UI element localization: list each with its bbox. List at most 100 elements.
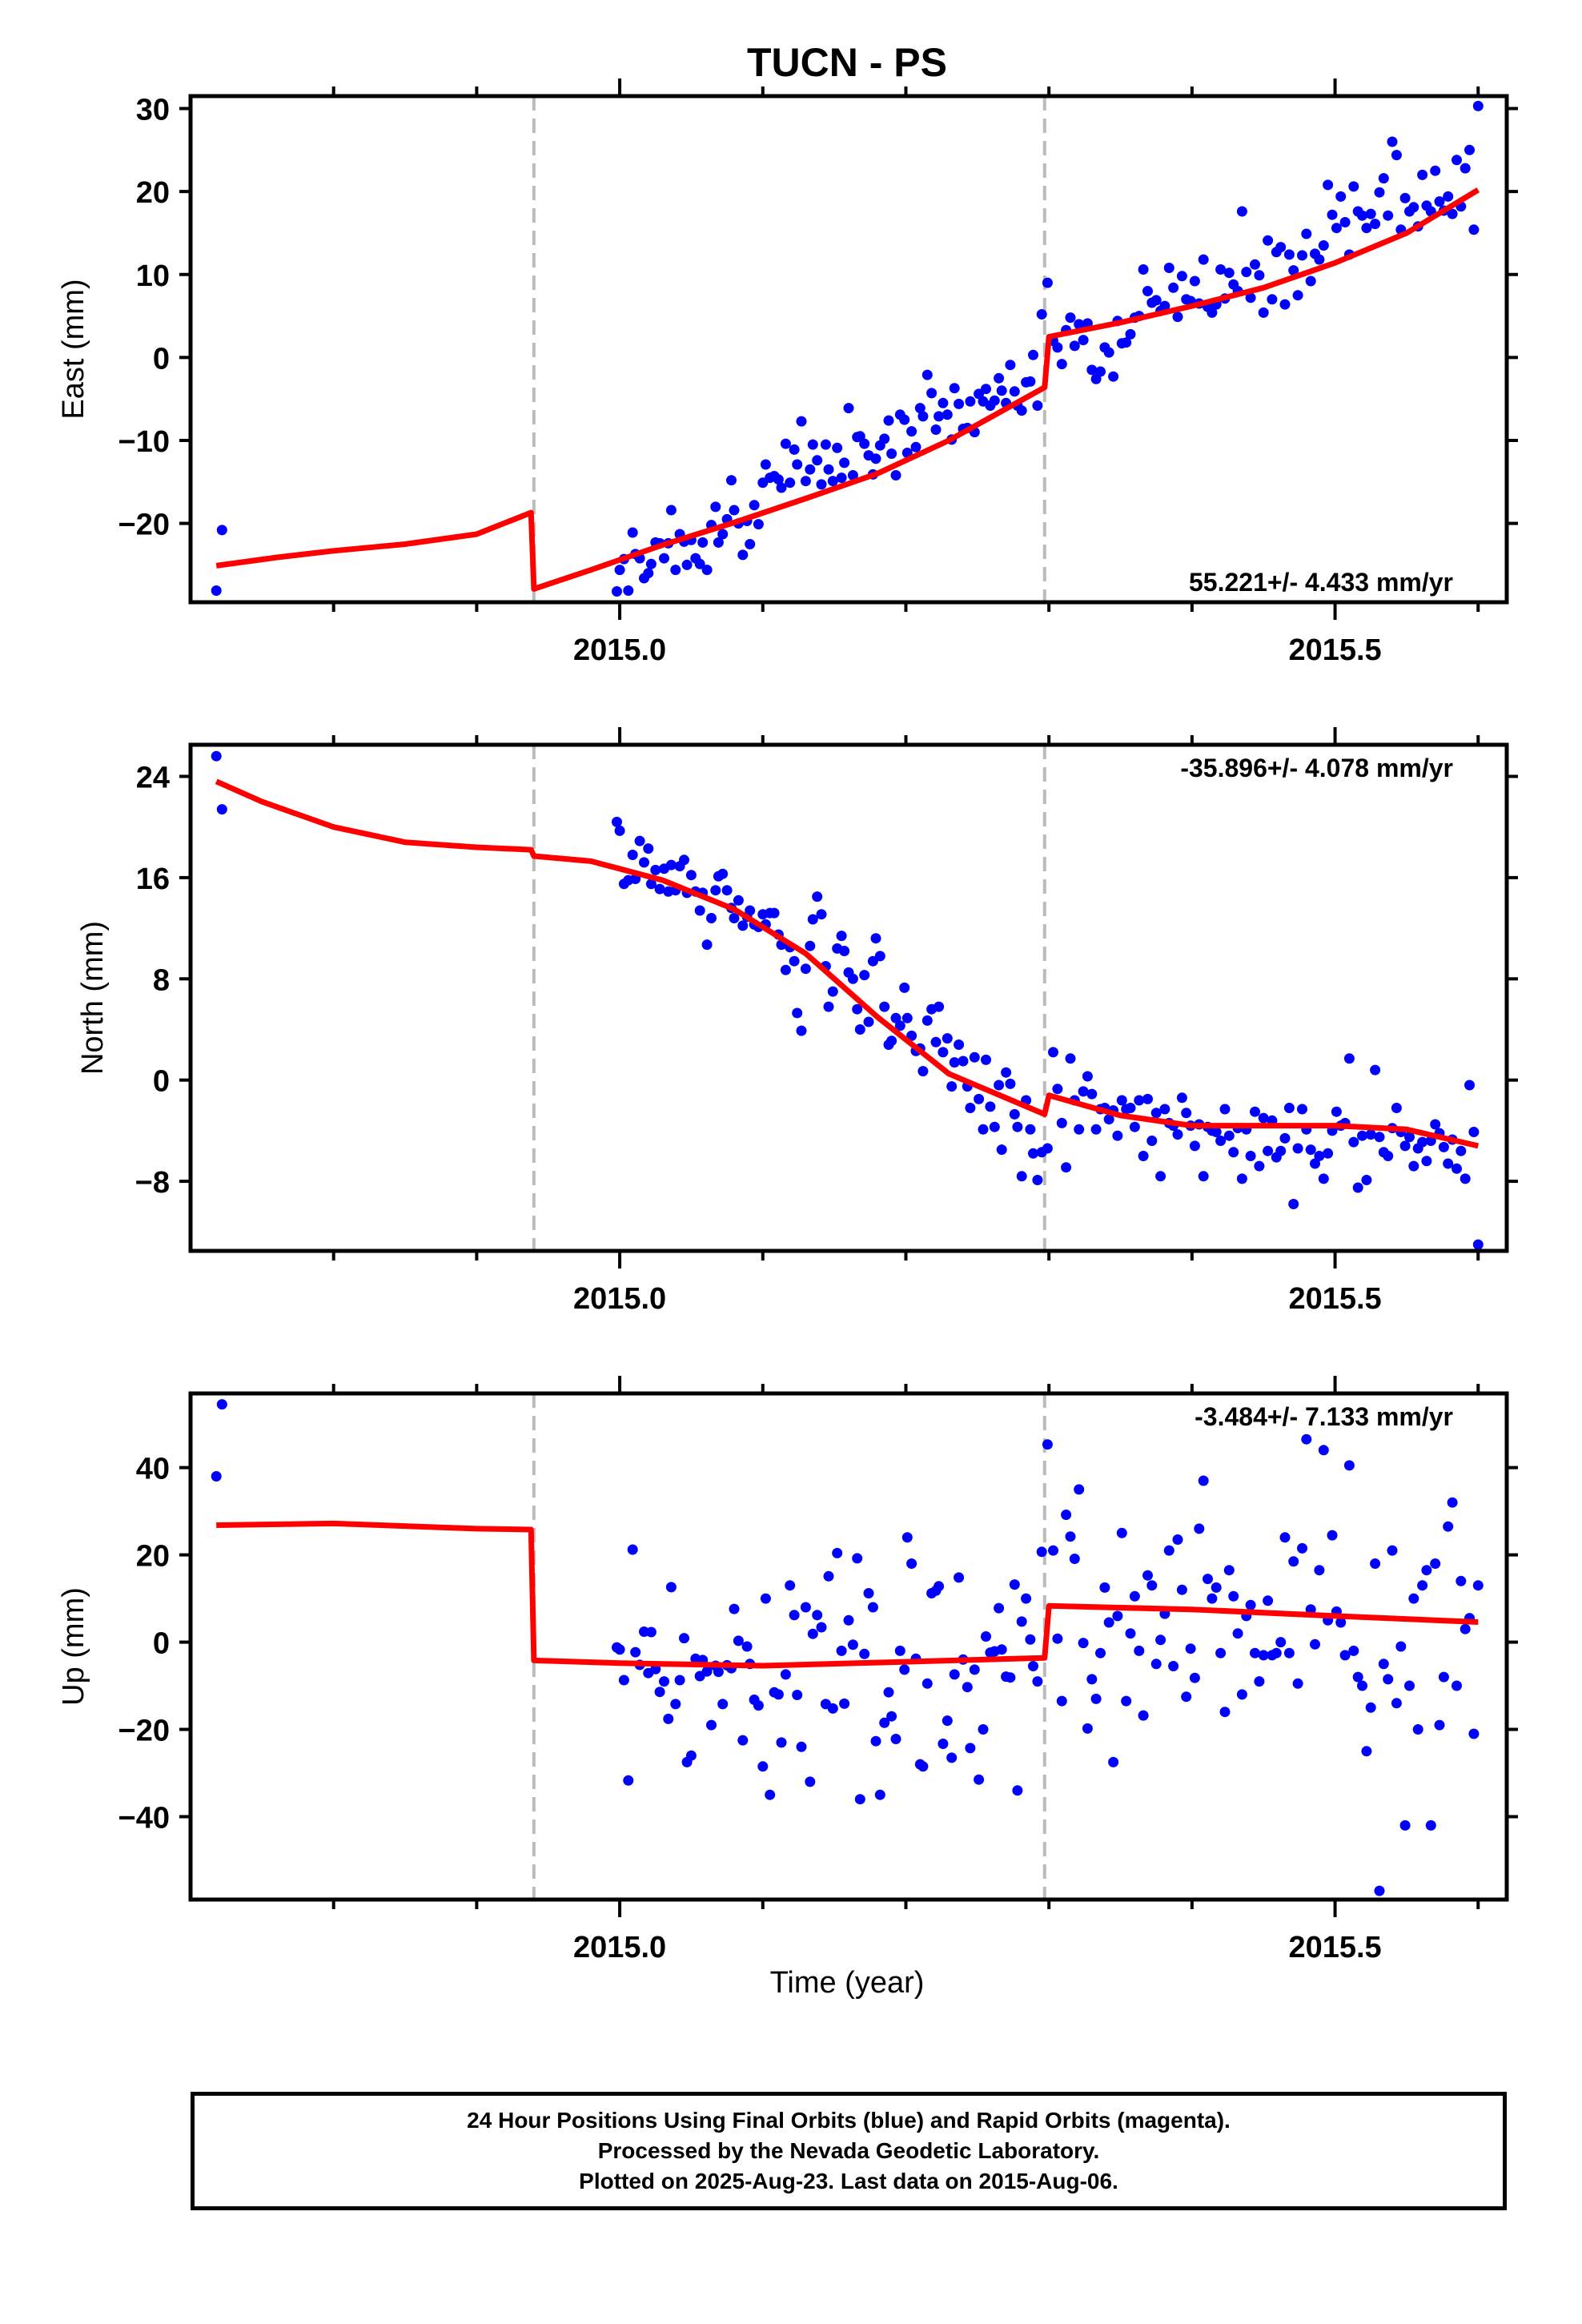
- east-data-point: [1189, 275, 1200, 287]
- east-data-point: [836, 472, 847, 484]
- up-data-point: [1048, 1545, 1058, 1556]
- north-data-point: [780, 964, 791, 975]
- north-data-point: [1297, 1104, 1307, 1115]
- up-data-point: [679, 1633, 689, 1644]
- east-ytick-label: 0: [153, 342, 170, 376]
- up-data-point: [942, 1715, 953, 1727]
- north-data-point: [901, 1012, 913, 1023]
- north-data-point: [1065, 1053, 1076, 1064]
- north-data-point: [1005, 1078, 1016, 1089]
- up-data-point: [733, 1635, 744, 1647]
- east-data-point: [917, 411, 929, 422]
- north-data-point: [1331, 1106, 1342, 1117]
- east-model-line: [215, 187, 1480, 592]
- up-data-point: [1297, 1542, 1307, 1554]
- up-data-point: [1374, 1885, 1385, 1896]
- up-data-point: [780, 1669, 791, 1680]
- east-data-point: [1378, 173, 1389, 184]
- east-data-point: [890, 470, 901, 480]
- north-ytick-label: 24: [136, 762, 170, 795]
- north-model-line: [215, 778, 1480, 1149]
- east-data-point: [1399, 192, 1411, 203]
- north-data-point: [854, 1024, 865, 1035]
- up-data-point: [836, 1645, 847, 1656]
- up-y-axis-label: Up (mm): [57, 1587, 90, 1706]
- east-data-point: [1138, 264, 1149, 275]
- up-model-line: [216, 1520, 1479, 1669]
- north-data-point: [1472, 1239, 1484, 1250]
- up-data-point: [663, 1713, 674, 1724]
- up-data-point: [729, 1603, 740, 1614]
- up-data-point: [216, 1399, 227, 1410]
- north-data-point: [1134, 1095, 1145, 1106]
- east-data-point: [1028, 349, 1038, 360]
- north-data-point: [645, 879, 656, 890]
- up-data-point: [1292, 1678, 1303, 1689]
- up-data-point: [1211, 1582, 1222, 1593]
- up-data-point: [627, 1544, 638, 1555]
- north-data-point: [886, 1035, 897, 1047]
- east-data-point: [965, 396, 976, 407]
- east-data-point: [934, 411, 945, 422]
- north-data-point: [1391, 1103, 1402, 1113]
- up-data-point: [1452, 1680, 1462, 1691]
- up-data-point: [949, 1669, 960, 1680]
- north-data-point: [827, 986, 838, 997]
- east-data-point: [1335, 191, 1347, 202]
- up-data-point: [1254, 1676, 1265, 1687]
- north-data-point: [1042, 1143, 1053, 1154]
- up-data-point: [1378, 1659, 1389, 1670]
- north-data-point: [1417, 1136, 1428, 1148]
- north-data-point: [1404, 1132, 1415, 1143]
- east-data-point: [1318, 240, 1329, 251]
- up-rate-label: -3.484+/- 7.133 mm/yr: [1195, 1402, 1453, 1431]
- up-data-point: [1036, 1546, 1047, 1558]
- up-data-point: [1223, 1565, 1235, 1576]
- north-data-point: [1138, 1151, 1149, 1161]
- east-ytick-label: 20: [136, 176, 170, 210]
- up-data-point: [757, 1761, 769, 1772]
- up-data-point: [1408, 1593, 1419, 1604]
- north-ytick-label: 16: [136, 862, 170, 896]
- north-data-point: [1254, 1160, 1265, 1172]
- east-data-point: [211, 585, 222, 596]
- east-data-point: [921, 369, 933, 380]
- north-data-point: [1250, 1106, 1260, 1117]
- north-data-point: [1048, 1047, 1058, 1058]
- north-data-point: [1314, 1151, 1325, 1161]
- up-data-point: [1365, 1702, 1376, 1713]
- east-data-point: [681, 559, 693, 570]
- east-data-point: [776, 482, 787, 493]
- east-data-point: [1292, 290, 1303, 301]
- east-data-point: [839, 457, 850, 468]
- east-data-point: [1323, 179, 1334, 191]
- up-data-point: [1056, 1695, 1067, 1707]
- up-data-point: [1279, 1532, 1291, 1543]
- north-data-point: [836, 931, 847, 942]
- east-data-point: [1056, 359, 1067, 370]
- east-data-point: [1263, 235, 1274, 246]
- up-data-point: [934, 1581, 945, 1592]
- up-data-point: [863, 1588, 874, 1598]
- north-data-point: [1283, 1103, 1295, 1113]
- east-data-point: [1434, 196, 1445, 207]
- east-data-point: [1168, 282, 1179, 293]
- up-data-point: [800, 1602, 811, 1613]
- north-data-point: [1181, 1108, 1192, 1119]
- up-panel: −40 −20 0 20 40 2015.0 2015.5 Up (mm) -3.484+/- …: [57, 1376, 1518, 1964]
- up-data-point: [921, 1678, 933, 1689]
- east-data-point: [1288, 265, 1299, 276]
- east-data-point: [659, 553, 669, 564]
- north-data-point: [996, 1144, 1007, 1156]
- north-data-point: [1383, 1151, 1394, 1161]
- north-data-point: [792, 1007, 803, 1019]
- up-data-point: [1421, 1565, 1432, 1576]
- north-data-point: [1142, 1093, 1153, 1104]
- up-data-point: [852, 1553, 863, 1564]
- east-data-point: [1036, 309, 1047, 320]
- up-data-point: [886, 1711, 897, 1722]
- north-data-point: [949, 1057, 960, 1068]
- up-data-point: [685, 1750, 697, 1761]
- east-data-point: [1223, 267, 1235, 279]
- north-data-point: [1125, 1103, 1136, 1113]
